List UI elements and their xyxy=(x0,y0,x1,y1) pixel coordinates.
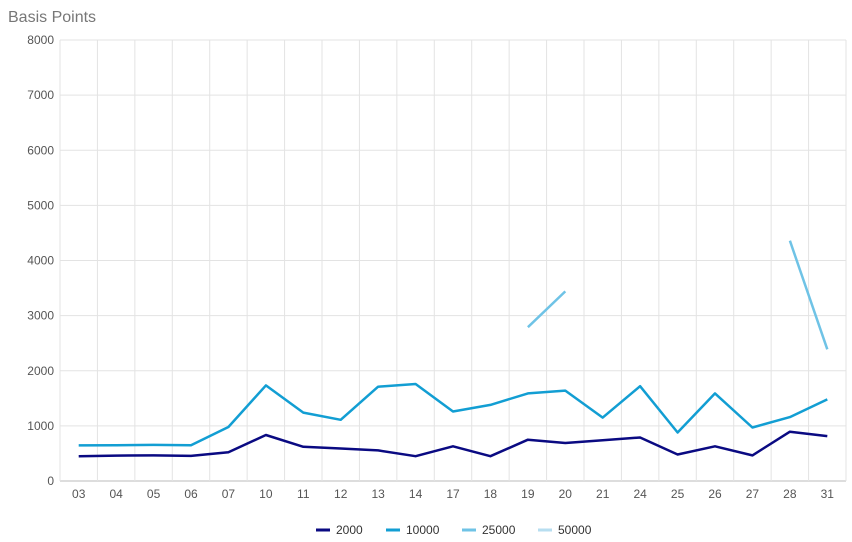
y-axis-ticks: 0 1000 2000 3000 4000 5000 6000 7000 8000 xyxy=(27,33,54,488)
x-tick-label: 26 xyxy=(708,487,722,501)
y-axis-label: Basis Points xyxy=(8,9,96,26)
x-tick-label: 17 xyxy=(446,487,460,501)
y-tick-label: 0 xyxy=(47,474,54,488)
legend-label: 25000 xyxy=(482,523,516,537)
x-tick-label: 24 xyxy=(633,487,647,501)
y-tick-label: 2000 xyxy=(27,364,54,378)
x-tick-label: 04 xyxy=(109,487,123,501)
x-tick-label: 10 xyxy=(259,487,273,501)
series-line-25000 xyxy=(527,240,829,350)
x-tick-label: 19 xyxy=(521,487,535,501)
legend: 2000 10000 25000 50000 xyxy=(316,523,592,537)
x-tick-label: 18 xyxy=(484,487,498,501)
x-tick-label: 05 xyxy=(147,487,161,501)
x-axis-ticks: 03 04 05 06 07 10 11 12 13 14 17 18 19 20 21 24 25 26 27 28… xyxy=(72,487,834,501)
y-tick-label: 6000 xyxy=(27,143,54,157)
x-tick-label: 31 xyxy=(821,487,835,501)
x-tick-label: 12 xyxy=(334,487,348,501)
x-tick-label: 03 xyxy=(72,487,86,501)
y-tick-label: 7000 xyxy=(27,88,54,102)
x-tick-label: 14 xyxy=(409,487,423,501)
y-tick-label: 8000 xyxy=(27,33,54,47)
y-tick-label: 4000 xyxy=(27,254,54,268)
legend-label: 10000 xyxy=(406,523,440,537)
y-tick-label: 5000 xyxy=(27,198,54,212)
series-lines xyxy=(78,240,829,458)
x-tick-label: 28 xyxy=(783,487,797,501)
y-tick-label: 1000 xyxy=(27,419,54,433)
x-tick-label: 06 xyxy=(184,487,198,501)
x-tick-label: 27 xyxy=(746,487,760,501)
grid xyxy=(59,39,847,482)
x-tick-label: 13 xyxy=(371,487,385,501)
x-tick-label: 11 xyxy=(297,487,310,501)
legend-label: 50000 xyxy=(558,523,592,537)
x-tick-label: 07 xyxy=(222,487,236,501)
x-tick-label: 20 xyxy=(559,487,573,501)
series-line-10000 xyxy=(78,382,828,447)
y-tick-label: 3000 xyxy=(27,309,54,323)
x-tick-label: 21 xyxy=(596,487,610,501)
legend-label: 2000 xyxy=(336,523,363,537)
x-tick-label: 25 xyxy=(671,487,685,501)
series-line-2000 xyxy=(78,430,828,458)
